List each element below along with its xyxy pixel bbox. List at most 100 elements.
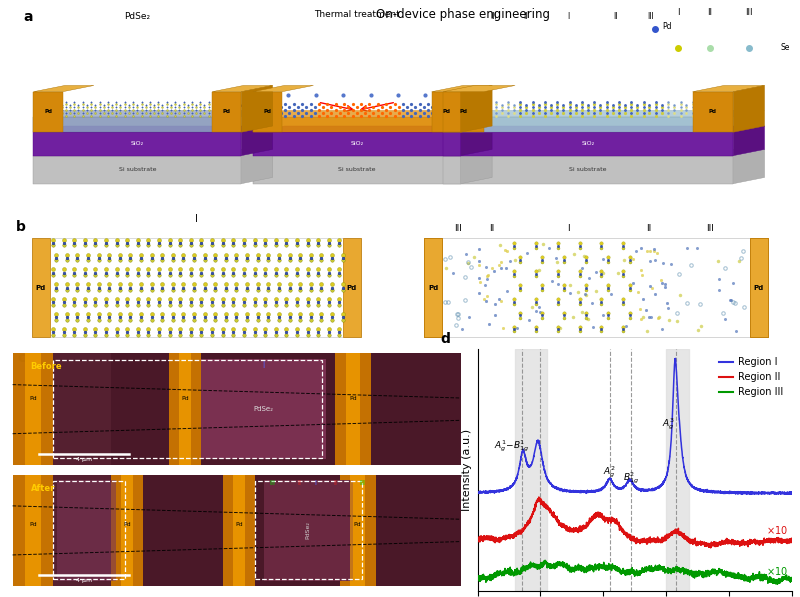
Text: I: I: [262, 361, 265, 370]
Bar: [121, 475, 133, 586]
Bar: [89, 480, 116, 581]
Text: Pd: Pd: [354, 522, 362, 527]
Bar: [750, 238, 769, 337]
Polygon shape: [34, 85, 94, 92]
Bar: [423, 238, 442, 337]
Bar: [253, 133, 461, 156]
Bar: [212, 92, 242, 133]
Polygon shape: [242, 149, 273, 184]
Text: II: II: [707, 8, 712, 17]
Bar: [223, 475, 254, 586]
Bar: [666, 349, 689, 591]
Text: b: b: [16, 220, 26, 234]
Text: $\times$10: $\times$10: [766, 524, 787, 536]
Bar: [693, 92, 734, 133]
Polygon shape: [461, 149, 492, 184]
Polygon shape: [734, 126, 765, 156]
Text: III: III: [647, 12, 654, 21]
Text: d: d: [440, 332, 450, 346]
Bar: [31, 238, 361, 337]
Text: Pd: Pd: [44, 109, 52, 115]
Polygon shape: [693, 85, 765, 92]
Text: I: I: [567, 12, 570, 21]
Text: I: I: [194, 214, 198, 224]
Bar: [350, 475, 365, 586]
Text: Si substrate: Si substrate: [118, 167, 156, 172]
Bar: [263, 480, 353, 581]
Text: I: I: [677, 8, 679, 17]
Text: After: After: [30, 484, 55, 493]
Text: III: III: [706, 224, 714, 233]
Text: 4 µm: 4 µm: [76, 457, 92, 462]
Text: Pd: Pd: [123, 522, 130, 527]
Text: SiO₂: SiO₂: [582, 141, 594, 146]
Bar: [34, 133, 242, 156]
Polygon shape: [242, 126, 273, 156]
Text: Si substrate: Si substrate: [570, 167, 607, 172]
Text: Pd: Pd: [222, 109, 230, 115]
Bar: [443, 156, 733, 184]
Text: Pd: Pd: [350, 395, 357, 401]
Bar: [423, 238, 769, 337]
Text: $\times$10: $\times$10: [766, 565, 787, 577]
Text: Before: Before: [30, 362, 62, 371]
Bar: [25, 475, 41, 586]
Polygon shape: [734, 85, 765, 133]
Text: II: II: [490, 224, 494, 233]
Text: Pd: Pd: [35, 285, 46, 291]
Text: Pd: Pd: [754, 285, 764, 291]
Text: SiO₂: SiO₂: [350, 141, 363, 146]
Polygon shape: [253, 126, 492, 133]
Bar: [342, 238, 361, 337]
Text: III: III: [270, 480, 275, 486]
Text: I: I: [567, 224, 570, 233]
Polygon shape: [253, 110, 492, 116]
Text: Pd: Pd: [428, 285, 438, 291]
Bar: [13, 475, 111, 586]
Text: II: II: [333, 480, 337, 486]
Text: II: II: [614, 12, 618, 21]
Bar: [254, 481, 362, 580]
Polygon shape: [253, 85, 314, 92]
Text: Si substrate: Si substrate: [338, 167, 376, 172]
Bar: [340, 475, 375, 586]
Text: Pd: Pd: [263, 109, 271, 115]
Text: III: III: [745, 8, 753, 17]
Text: PdSe₂: PdSe₂: [124, 12, 150, 21]
Text: III: III: [490, 12, 498, 21]
Text: $A_g^1$$-$$B_{1g}^1$: $A_g^1$$-$$B_{1g}^1$: [494, 439, 529, 454]
Bar: [13, 475, 461, 586]
Bar: [13, 353, 111, 465]
Bar: [346, 353, 360, 465]
Bar: [58, 480, 89, 581]
Bar: [53, 360, 322, 458]
Bar: [13, 353, 461, 465]
Polygon shape: [212, 85, 273, 92]
Text: Pd: Pd: [428, 285, 438, 291]
Text: Pd: Pd: [709, 109, 717, 115]
Y-axis label: Intensity (a.u.): Intensity (a.u.): [462, 429, 472, 511]
Polygon shape: [443, 110, 765, 116]
Bar: [201, 359, 326, 459]
Bar: [423, 238, 769, 337]
Polygon shape: [253, 149, 492, 156]
Bar: [750, 238, 769, 337]
Bar: [423, 238, 442, 337]
Bar: [34, 116, 242, 133]
Bar: [34, 156, 242, 184]
Polygon shape: [34, 149, 273, 156]
Bar: [253, 156, 461, 184]
Text: III: III: [454, 224, 462, 233]
Bar: [34, 92, 62, 133]
Polygon shape: [34, 126, 273, 133]
Polygon shape: [734, 149, 765, 184]
Polygon shape: [461, 85, 492, 133]
Bar: [53, 481, 125, 580]
Text: 4 µm: 4 µm: [76, 578, 92, 583]
Polygon shape: [443, 126, 765, 133]
Text: Thermal treatment: Thermal treatment: [314, 10, 400, 19]
Bar: [111, 475, 142, 586]
Bar: [31, 238, 50, 337]
Bar: [253, 116, 461, 133]
Bar: [443, 116, 733, 133]
